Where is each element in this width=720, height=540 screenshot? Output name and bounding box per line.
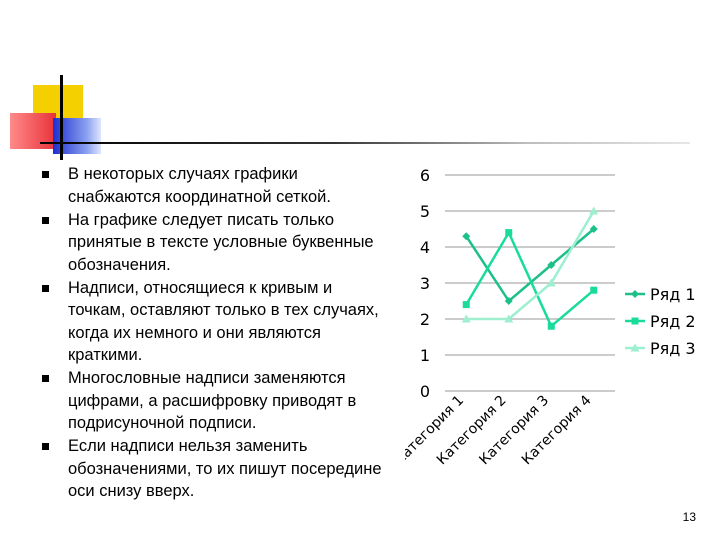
bullet-text: На графике следует писать только приняты…: [68, 210, 374, 274]
bullet-list: В некоторых случаях графики снабжаются к…: [40, 163, 390, 503]
data-point-diamond: [504, 297, 513, 305]
series-line: [465, 228, 595, 303]
series-group: [461, 206, 599, 323]
data-point-diamond: [589, 225, 598, 233]
chart-series: [461, 206, 599, 330]
legend-label: Ряд 2: [650, 312, 696, 331]
square-bullet-icon: [42, 375, 49, 382]
y-tick-label: 5: [420, 202, 430, 221]
data-point-diamond: [631, 290, 639, 298]
series-group: [462, 229, 598, 330]
y-axis-ticks: 0 1 2 3 4 5 6: [420, 166, 430, 401]
legend-label: Ряд 3: [650, 339, 696, 358]
data-point-triangle: [630, 343, 640, 352]
data-point-square: [462, 301, 470, 309]
data-point-triangle: [461, 314, 471, 323]
series-line: [466, 210, 595, 321]
data-point-square: [505, 229, 513, 237]
bullet-item: На графике следует писать только приняты…: [40, 209, 390, 277]
data-point-square: [590, 286, 598, 294]
data-point-square: [547, 322, 555, 330]
data-point-diamond: [462, 232, 471, 241]
bullet-text: Надписи, относящиеся к кривым и точкам, …: [68, 278, 379, 365]
bullet-text: В некоторых случаях графики снабжаются к…: [68, 165, 331, 206]
y-tick-label: 1: [420, 346, 430, 365]
square-bullet-icon: [42, 443, 49, 450]
bullet-item: Если надписи нельзя заменить обозначения…: [40, 435, 390, 503]
series-line: [465, 231, 595, 328]
legend-label: Ряд 1: [650, 285, 696, 304]
bullet-text: Многословные надписи заменяются цифрами,…: [68, 369, 357, 432]
data-point-triangle: [546, 278, 556, 287]
y-tick-label: 6: [420, 166, 430, 185]
data-point-diamond: [547, 261, 556, 269]
page-number: 13: [682, 510, 696, 524]
data-point-triangle: [504, 314, 514, 323]
square-bullet-icon: [42, 216, 49, 224]
bullet-item: В некоторых случаях графики снабжаются к…: [40, 163, 390, 208]
square-bullet-icon: [42, 284, 49, 292]
data-point-square: [631, 317, 639, 325]
y-tick-label: 2: [420, 310, 430, 329]
y-tick-label: 0: [420, 382, 430, 401]
bullet-item: Надписи, относящиеся к кривым и точкам, …: [40, 277, 390, 367]
bullet-item: Многословные надписи заменяются цифрами,…: [40, 367, 390, 435]
square-bullet-icon: [42, 171, 49, 178]
decor-horizontal-line: [40, 142, 690, 144]
bullet-text: Если надписи нельзя заменить обозначения…: [68, 437, 382, 500]
y-tick-label: 4: [420, 238, 430, 257]
chart-legend: Ряд 1 Ряд 2 Ряд 3: [625, 285, 696, 358]
data-point-triangle: [589, 206, 599, 215]
y-tick-label: 3: [420, 274, 430, 293]
decor-vertical-line: [60, 75, 63, 160]
